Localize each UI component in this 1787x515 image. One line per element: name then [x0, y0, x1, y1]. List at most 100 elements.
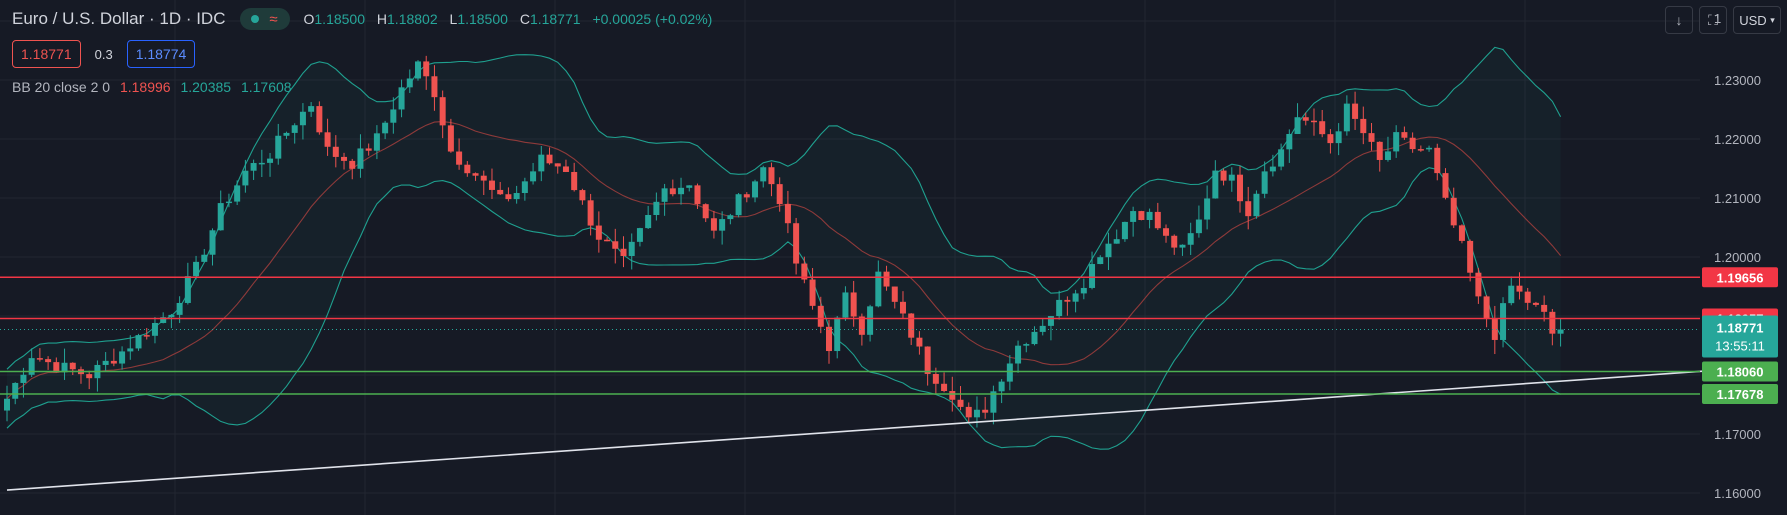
candle-body[interactable]: [28, 358, 35, 375]
candle-body[interactable]: [168, 314, 175, 318]
candle-body[interactable]: [1146, 211, 1153, 221]
candle[interactable]: [1204, 185, 1211, 230]
candle[interactable]: [686, 185, 693, 192]
candle-body[interactable]: [86, 374, 93, 379]
candle-body[interactable]: [283, 132, 290, 136]
candle[interactable]: [1023, 342, 1030, 353]
candle[interactable]: [1113, 229, 1120, 244]
candle[interactable]: [571, 162, 578, 192]
candle[interactable]: [497, 181, 504, 196]
candle[interactable]: [1195, 205, 1202, 238]
candle-body[interactable]: [743, 194, 750, 198]
candle[interactable]: [727, 213, 734, 225]
symbol-title[interactable]: Euro / U.S. Dollar · 1D · IDC: [12, 9, 226, 28]
levels-overlay[interactable]: [0, 276, 1750, 491]
candle-body[interactable]: [456, 151, 463, 165]
candle-body[interactable]: [1376, 141, 1383, 160]
candle[interactable]: [554, 163, 561, 174]
candle-body[interactable]: [415, 61, 421, 79]
candle-body[interactable]: [710, 218, 717, 231]
candle[interactable]: [316, 101, 323, 135]
candle[interactable]: [12, 382, 19, 405]
candle[interactable]: [1376, 141, 1383, 172]
candle-body[interactable]: [941, 383, 948, 392]
candle[interactable]: [234, 180, 241, 206]
candle-body[interactable]: [497, 189, 504, 195]
candle-body[interactable]: [1417, 149, 1424, 151]
candle-body[interactable]: [1483, 296, 1490, 319]
candle[interactable]: [710, 210, 717, 239]
candle-body[interactable]: [1450, 197, 1457, 226]
candle-body[interactable]: [1368, 133, 1375, 142]
candle-body[interactable]: [1549, 311, 1556, 334]
candle-body[interactable]: [1105, 243, 1112, 258]
candle-body[interactable]: [102, 360, 109, 365]
candle-body[interactable]: [891, 286, 898, 302]
candle-body[interactable]: [135, 335, 142, 349]
candle-body[interactable]: [513, 193, 520, 200]
candle[interactable]: [1163, 224, 1170, 243]
candle-body[interactable]: [858, 316, 865, 335]
candle[interactable]: [546, 147, 553, 165]
candle-body[interactable]: [176, 302, 183, 315]
candle-body[interactable]: [719, 219, 726, 231]
candle-body[interactable]: [1072, 293, 1079, 302]
candle[interactable]: [1310, 108, 1317, 136]
candle[interactable]: [513, 185, 520, 204]
candle[interactable]: [653, 192, 660, 221]
candle-body[interactable]: [571, 171, 578, 191]
candle[interactable]: [784, 190, 791, 234]
candle-body[interactable]: [1524, 291, 1531, 303]
candle[interactable]: [1220, 168, 1227, 186]
candle-body[interactable]: [349, 160, 356, 169]
candle[interactable]: [20, 367, 27, 398]
candle-body[interactable]: [1245, 201, 1252, 217]
candle[interactable]: [1302, 112, 1309, 126]
candle-body[interactable]: [628, 241, 635, 256]
candle-body[interactable]: [924, 346, 931, 374]
candle-body[interactable]: [899, 301, 906, 314]
candle-body[interactable]: [678, 187, 685, 195]
candle-body[interactable]: [373, 133, 380, 151]
candle-body[interactable]: [949, 391, 956, 400]
candle-body[interactable]: [932, 373, 939, 384]
candle[interactable]: [151, 317, 158, 344]
candle[interactable]: [1500, 297, 1507, 348]
candle[interactable]: [793, 217, 800, 275]
candle[interactable]: [809, 268, 816, 310]
candle[interactable]: [826, 319, 832, 364]
candle-body[interactable]: [686, 185, 693, 188]
candle-body[interactable]: [1310, 120, 1317, 123]
candle[interactable]: [349, 158, 356, 180]
candle-body[interactable]: [587, 200, 594, 226]
candle[interactable]: [447, 118, 454, 153]
candle-body[interactable]: [1401, 132, 1408, 138]
candle-body[interactable]: [579, 190, 586, 201]
candle[interactable]: [1409, 132, 1416, 153]
candle[interactable]: [612, 228, 619, 264]
candle-body[interactable]: [1220, 170, 1227, 181]
candle[interactable]: [423, 55, 430, 90]
candle[interactable]: [135, 333, 142, 351]
candle[interactable]: [867, 304, 874, 342]
candle-body[interactable]: [127, 348, 134, 352]
candle[interactable]: [883, 265, 890, 291]
candle-body[interactable]: [1532, 302, 1539, 305]
candle[interactable]: [291, 123, 298, 144]
candle-body[interactable]: [12, 382, 19, 399]
candle-body[interactable]: [612, 241, 619, 249]
candle-body[interactable]: [406, 78, 413, 88]
candle[interactable]: [1047, 316, 1054, 341]
candle[interactable]: [1319, 109, 1326, 138]
candle-body[interactable]: [883, 271, 890, 287]
candle[interactable]: [620, 236, 627, 268]
candle[interactable]: [1130, 206, 1137, 237]
candle[interactable]: [579, 188, 586, 205]
candle-body[interactable]: [957, 399, 964, 407]
candle-body[interactable]: [20, 374, 27, 383]
candle-body[interactable]: [242, 170, 249, 186]
candle[interactable]: [225, 193, 232, 208]
candle-body[interactable]: [1409, 137, 1416, 150]
candle[interactable]: [1154, 202, 1161, 230]
